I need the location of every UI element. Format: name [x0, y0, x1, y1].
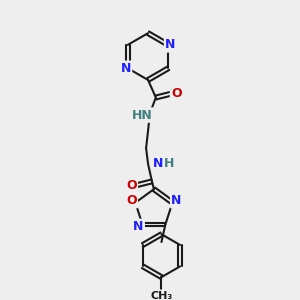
Text: N: N — [165, 38, 175, 51]
Text: O: O — [126, 179, 137, 192]
Text: O: O — [126, 194, 137, 207]
Text: N: N — [121, 62, 131, 75]
Text: H: H — [164, 157, 175, 170]
Text: O: O — [171, 87, 181, 100]
Text: HN: HN — [132, 109, 153, 122]
Text: N: N — [171, 194, 182, 207]
Text: N: N — [133, 220, 144, 233]
Text: CH₃: CH₃ — [150, 291, 172, 300]
Text: N: N — [153, 157, 163, 170]
